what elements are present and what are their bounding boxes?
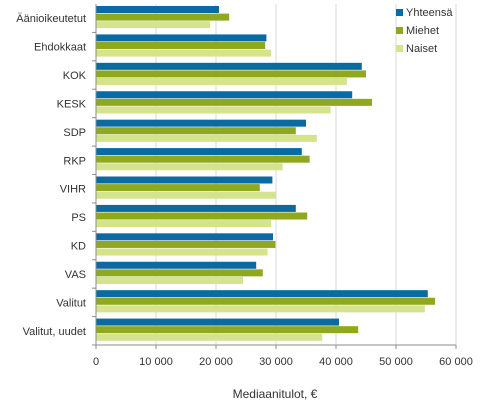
bar-yhteensä-7 bbox=[96, 204, 296, 212]
bar-naiset-7 bbox=[96, 220, 272, 228]
x-tick-label: 50 000 bbox=[379, 356, 413, 368]
legend-label: Miehet bbox=[406, 25, 439, 37]
x-tick-label: 0 bbox=[93, 356, 99, 368]
bar-miehet-7 bbox=[96, 212, 308, 220]
bar-naiset-9 bbox=[96, 276, 243, 284]
x-tick-label: 40 000 bbox=[319, 356, 353, 368]
legend-swatch bbox=[396, 9, 403, 16]
legend-label: Naiset bbox=[406, 43, 437, 55]
bar-miehet-1 bbox=[96, 42, 266, 50]
bar-miehet-11 bbox=[96, 326, 359, 334]
legend-label: Yhteensä bbox=[406, 7, 453, 19]
category-label: Valitut bbox=[56, 297, 86, 309]
legend-swatch bbox=[396, 45, 403, 52]
bar-naiset-3 bbox=[96, 106, 331, 114]
bar-yhteensä-11 bbox=[96, 318, 339, 326]
category-labels: Äänioikeutetut Ehdokkaat KOK KESK SDP RKP VIHR… bbox=[16, 13, 86, 338]
bar-yhteensä-9 bbox=[96, 261, 257, 269]
bar-naiset-2 bbox=[96, 78, 347, 86]
bar-miehet-10 bbox=[96, 297, 435, 305]
x-tick-label: 10 000 bbox=[139, 356, 173, 368]
bar-yhteensä-6 bbox=[96, 176, 273, 184]
category-label: VIHR bbox=[60, 184, 86, 196]
bar-naiset-0 bbox=[96, 21, 210, 29]
category-label: VAS bbox=[65, 269, 86, 281]
bar-naiset-1 bbox=[96, 49, 272, 57]
category-label: KESK bbox=[57, 98, 87, 110]
bar-yhteensä-8 bbox=[96, 233, 273, 241]
bar-miehet-6 bbox=[96, 184, 260, 192]
category-label: RKP bbox=[63, 155, 86, 167]
x-axis-title: Mediaanitulot, € bbox=[233, 387, 318, 401]
bar-naiset-10 bbox=[96, 305, 425, 313]
bar-yhteensä-5 bbox=[96, 148, 302, 156]
tick-labels: 0 10 000 20 000 30 000 40 000 50 000 60 000 bbox=[93, 356, 473, 368]
x-tick-label: 60 000 bbox=[439, 356, 473, 368]
category-label: KOK bbox=[63, 70, 87, 82]
category-label: Äänioikeutetut bbox=[16, 13, 86, 25]
bar-miehet-5 bbox=[96, 155, 310, 163]
bar-miehet-3 bbox=[96, 98, 372, 106]
bar-miehet-9 bbox=[96, 269, 263, 277]
bar-miehet-4 bbox=[96, 127, 296, 135]
axes bbox=[92, 4, 457, 349]
bar-yhteensä-1 bbox=[96, 34, 267, 42]
legend: Yhteensä Miehet Naiset bbox=[396, 7, 453, 55]
category-label: Ehdokkaat bbox=[34, 42, 86, 54]
category-label: PS bbox=[71, 212, 86, 224]
legend-swatch bbox=[396, 27, 403, 34]
bar-yhteensä-4 bbox=[96, 119, 306, 127]
bar-yhteensä-10 bbox=[96, 290, 428, 298]
category-label: SDP bbox=[63, 127, 86, 139]
bar-naiset-11 bbox=[96, 333, 323, 341]
grid-lines bbox=[155, 4, 457, 345]
x-tick-label: 30 000 bbox=[259, 356, 293, 368]
bar-yhteensä-2 bbox=[96, 62, 362, 70]
bar-miehet-8 bbox=[96, 240, 276, 248]
x-tick-label: 20 000 bbox=[199, 356, 233, 368]
category-label: Valitut, uudet bbox=[23, 326, 86, 338]
bar-naiset-8 bbox=[96, 248, 268, 256]
bar-naiset-6 bbox=[96, 191, 276, 199]
bar-yhteensä-3 bbox=[96, 91, 353, 99]
category-label: KD bbox=[71, 241, 86, 253]
bar-miehet-0 bbox=[96, 13, 230, 21]
bar-naiset-4 bbox=[96, 134, 317, 142]
bar-naiset-5 bbox=[96, 163, 283, 171]
bar-yhteensä-0 bbox=[96, 6, 219, 13]
bar-miehet-2 bbox=[96, 70, 366, 78]
bars bbox=[96, 6, 435, 341]
